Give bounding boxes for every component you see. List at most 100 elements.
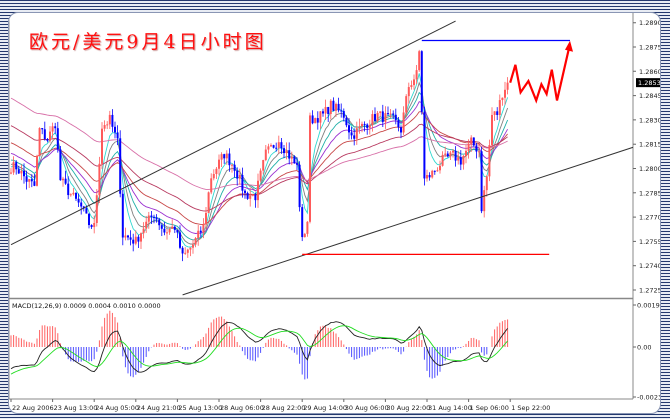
candle-body: [319, 111, 322, 123]
candle-body: [75, 192, 77, 199]
candle-body: [205, 212, 207, 225]
candle-body: [186, 249, 189, 253]
candle: [231, 163, 233, 173]
candle-body: [327, 107, 330, 114]
candle: [394, 108, 397, 125]
candle: [340, 103, 343, 118]
chart-window: 1.2890 1.2875 1.2860 1.2845 1.2830 1.2815 1.28…: [8, 12, 661, 414]
moving-average-21: [10, 101, 508, 234]
candle-body: [418, 51, 421, 71]
candle-body: [355, 128, 358, 139]
candle-body: [433, 170, 436, 172]
candle: [134, 230, 137, 246]
x-tick-label: 30 Aug 06:00: [345, 404, 389, 412]
candle-body: [111, 114, 114, 127]
candle: [262, 159, 265, 175]
candle-body: [449, 152, 452, 157]
y-tick-label: 1.2800: [639, 165, 660, 173]
candle-body: [277, 142, 280, 148]
candle-body: [46, 139, 49, 141]
candle: [54, 122, 57, 134]
candle-body: [179, 232, 181, 248]
candle: [23, 163, 25, 184]
candle: [30, 174, 33, 188]
candle: [186, 248, 189, 258]
candle-body: [368, 125, 371, 128]
candle-body: [176, 229, 179, 233]
candle: [93, 215, 96, 234]
candle-body: [262, 160, 265, 171]
candle-body: [452, 150, 454, 153]
candle-body: [470, 137, 473, 144]
candle-body: [311, 115, 314, 124]
candle-body: [415, 70, 418, 80]
candle: [168, 227, 171, 235]
chart-title: 欧元/美元9月4日小时图: [29, 31, 267, 53]
candle-body: [108, 114, 111, 125]
candle: [77, 193, 80, 208]
candle: [179, 225, 181, 250]
candle: [238, 168, 241, 185]
candle-body: [301, 207, 304, 238]
candle: [51, 122, 54, 140]
candle-body: [85, 208, 88, 214]
candle-body: [64, 178, 67, 184]
candle-body: [400, 127, 402, 133]
candle: [488, 139, 491, 182]
candle-body: [207, 192, 210, 213]
candle: [80, 198, 83, 215]
candle: [241, 167, 244, 198]
candle: [244, 189, 246, 199]
candle-body: [215, 168, 218, 174]
candle-body: [184, 252, 187, 254]
candle: [337, 97, 340, 113]
candle-body: [316, 118, 319, 123]
candle: [137, 234, 140, 249]
candle-body: [290, 156, 293, 159]
candle-body: [67, 183, 70, 196]
candle-body: [272, 145, 275, 148]
candle-body: [376, 112, 379, 122]
candle-body: [56, 128, 59, 150]
candle: [82, 205, 85, 212]
candle-body: [77, 198, 80, 203]
candle: [106, 121, 109, 130]
candle: [95, 189, 98, 227]
candle-body: [246, 192, 249, 199]
candle-body: [212, 173, 215, 179]
x-tick-label: 1 Sep 06:00: [470, 404, 509, 412]
candle: [280, 138, 283, 154]
candle-body: [225, 153, 228, 159]
candle: [46, 137, 49, 143]
candle: [202, 218, 205, 239]
candle-body: [288, 150, 291, 159]
candle: [371, 110, 374, 132]
candle: [228, 148, 231, 172]
y-tick-label: 1.2875: [639, 44, 660, 52]
candle: [350, 126, 353, 140]
candle: [220, 152, 223, 167]
candle-body: [140, 233, 142, 242]
candle-body: [129, 237, 132, 240]
candle-body: [33, 181, 36, 186]
candle: [108, 110, 111, 129]
x-tick-label: 28 Aug 22:00: [262, 404, 306, 412]
candle: [257, 173, 259, 208]
candle-body: [62, 178, 64, 181]
candle: [218, 154, 220, 176]
candle-body: [485, 176, 488, 191]
x-tick-label: 29 Aug 14:00: [303, 404, 347, 412]
candle: [155, 214, 158, 223]
candle: [493, 111, 496, 121]
candle-body: [233, 164, 236, 171]
candle: [264, 145, 267, 162]
candle: [114, 121, 116, 139]
candle-body: [116, 132, 119, 139]
price-chart: 1.2890 1.2875 1.2860 1.2845 1.2830 1.2815 1.28…: [9, 13, 660, 412]
candle: [12, 156, 15, 175]
candle: [345, 115, 348, 128]
candle: [153, 214, 155, 224]
candle: [348, 118, 350, 140]
candle-body: [12, 162, 15, 173]
candle: [20, 164, 23, 181]
